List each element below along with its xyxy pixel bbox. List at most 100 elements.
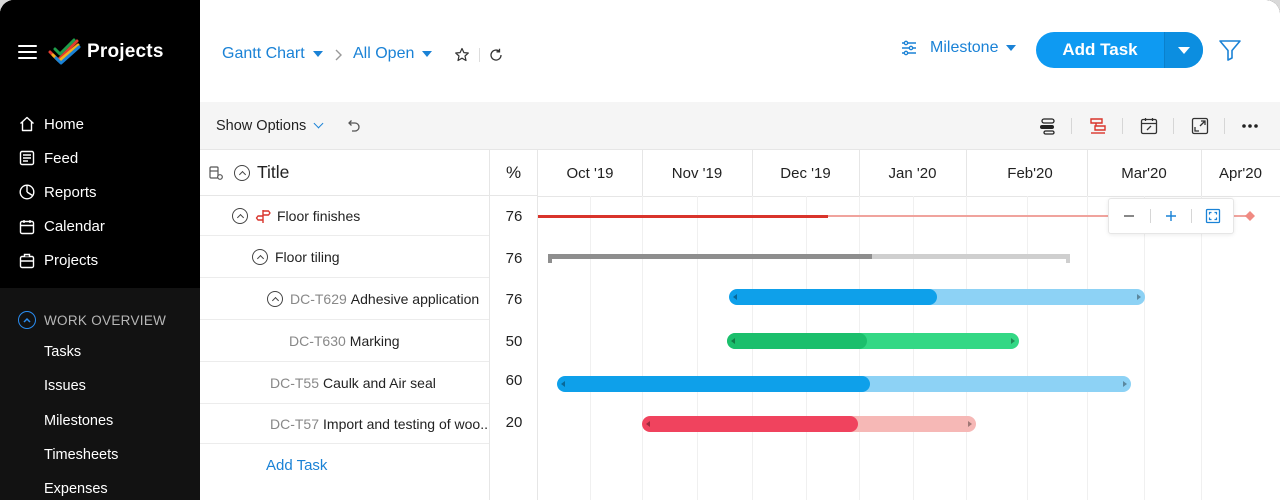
milestone-list-icon	[902, 40, 916, 56]
bar-end-handle[interactable]	[1123, 381, 1127, 387]
minus-icon	[1124, 215, 1135, 217]
fit-to-screen-button[interactable]	[1192, 199, 1233, 233]
sidebar-item-home[interactable]: Home	[18, 107, 105, 141]
task-bar[interactable]	[642, 416, 976, 432]
hamburger-menu-icon[interactable]	[18, 45, 37, 59]
sidebar-item-calendar[interactable]: Calendar	[18, 210, 105, 244]
month-divider	[752, 150, 753, 196]
sidebar-item-reports[interactable]: Reports	[18, 175, 105, 209]
show-options-button[interactable]: Show Options	[216, 118, 324, 134]
filter-selector[interactable]: All Open	[353, 45, 433, 63]
row-title: Adhesive application	[350, 290, 480, 307]
milestone-flag-icon	[255, 209, 271, 223]
sidebar-item-projects[interactable]: Projects	[18, 244, 105, 278]
add-task-row: Add Task	[200, 444, 489, 486]
sidebar-item-timesheets[interactable]: Timesheets	[44, 447, 119, 464]
top-toolbar: Gantt Chart All Open Milestone Add Task	[200, 0, 1280, 102]
task-bar[interactable]	[557, 376, 1131, 392]
task-bar-progress	[557, 376, 870, 392]
feed-icon	[19, 151, 35, 166]
table-row[interactable]: DC-T57 Import and testing of woo..	[200, 404, 489, 444]
table-row[interactable]: DC-T629 Adhesive application	[200, 278, 489, 320]
more-options-icon[interactable]	[1240, 116, 1260, 136]
sidebar-item-label: Calendar	[44, 218, 105, 236]
task-bar[interactable]	[729, 289, 1145, 305]
work-overview-toggle[interactable]: WORK OVERVIEW	[18, 311, 166, 329]
add-task-button[interactable]: Add Task	[1062, 40, 1138, 59]
percent-value: 76	[505, 291, 523, 308]
sidebar-item-label: Feed	[44, 149, 79, 167]
bar-start-handle[interactable]	[646, 421, 650, 427]
grid-line	[1144, 196, 1145, 500]
month-header: Dec '19	[780, 164, 831, 182]
divider	[1191, 209, 1193, 223]
collapse-icon[interactable]	[252, 248, 268, 265]
calendar-edit-icon[interactable]	[1139, 116, 1159, 136]
bar-start-handle[interactable]	[733, 294, 737, 300]
star-icon[interactable]	[454, 47, 470, 63]
row-title: Floor finishes	[277, 207, 361, 224]
divider	[1224, 118, 1225, 134]
chevron-up-icon	[18, 311, 36, 329]
gantt-bars-icon[interactable]	[1038, 116, 1058, 136]
calendar-icon	[19, 219, 35, 234]
expand-icon[interactable]	[1190, 116, 1210, 136]
task-bar[interactable]	[727, 333, 1019, 349]
caret-down-icon	[1178, 46, 1190, 54]
table-row[interactable]: DC-T630 Marking	[200, 320, 489, 362]
add-task-dropdown[interactable]	[1164, 32, 1203, 68]
group-by-label: Milestone	[930, 39, 999, 56]
refresh-icon[interactable]	[488, 47, 504, 63]
month-header: Apr'20	[1219, 164, 1262, 182]
gantt-timeline: Oct '19 Nov '19 Dec '19 Jan '20 Feb'20 M…	[538, 150, 1280, 500]
summary-bar-remaining	[872, 254, 1070, 259]
grid-line	[1027, 196, 1028, 500]
summary-bar-done	[548, 254, 872, 259]
add-task-link[interactable]: Add Task	[266, 456, 328, 474]
sidebar-item-tasks[interactable]: Tasks	[44, 344, 82, 361]
view-selector-label: Gantt Chart	[222, 45, 305, 62]
home-icon	[20, 116, 34, 132]
bar-end-handle[interactable]	[1011, 338, 1015, 344]
collapse-icon[interactable]	[267, 290, 283, 307]
sidebar-nav: Home Feed Reports Calendar Projects	[18, 107, 105, 278]
bar-end-handle[interactable]	[968, 421, 972, 427]
table-row[interactable]: Floor finishes	[200, 196, 489, 236]
percent-column: % 76 76 76 50 60 20	[490, 150, 538, 500]
bar-end-handle[interactable]	[1137, 294, 1141, 300]
view-selector[interactable]: Gantt Chart	[222, 45, 323, 63]
undo-icon[interactable]	[344, 117, 362, 135]
sidebar-item-milestones[interactable]: Milestones	[44, 412, 114, 429]
timeline-header-border	[538, 196, 1280, 197]
sidebar-item-label: Reports	[44, 183, 97, 201]
title-column: Title Floor finishes Floor tiling DC-T62…	[200, 150, 490, 500]
add-task-split-button: Add Task	[1036, 32, 1203, 68]
collapse-icon[interactable]	[232, 207, 248, 224]
critical-path-icon[interactable]	[1088, 116, 1108, 136]
bar-start-handle[interactable]	[731, 338, 735, 344]
table-row[interactable]: Floor tiling	[200, 236, 489, 278]
divider	[1071, 118, 1072, 134]
month-header: Feb'20	[1007, 164, 1053, 182]
zoom-out-button[interactable]	[1109, 199, 1150, 233]
sidebar-item-feed[interactable]: Feed	[18, 141, 105, 175]
plus-icon	[1166, 211, 1176, 221]
sidebar-item-expenses[interactable]: Expenses	[44, 481, 108, 498]
work-overview-list: Tasks Issues Milestones Timesheets Expen…	[44, 335, 118, 500]
sidebar-item-label: Projects	[44, 252, 99, 270]
bar-start-handle[interactable]	[561, 381, 565, 387]
column-settings-icon[interactable]	[208, 165, 224, 181]
row-title: Caulk and Air seal	[323, 374, 436, 391]
summary-bar-cap	[1066, 254, 1070, 263]
sidebar-item-issues[interactable]: Issues	[44, 378, 86, 395]
task-id: DC-T629	[290, 290, 347, 307]
percent-value: 60	[505, 372, 523, 389]
summary-bar-cap	[548, 254, 552, 263]
table-row[interactable]: DC-T55 Caulk and Air seal	[200, 362, 489, 404]
collapse-all-icon[interactable]	[234, 164, 250, 181]
caret-down-icon	[312, 51, 323, 57]
filter-icon[interactable]	[1217, 37, 1243, 63]
group-by-selector[interactable]: Milestone	[900, 39, 1017, 57]
zoom-in-button[interactable]	[1151, 199, 1192, 233]
